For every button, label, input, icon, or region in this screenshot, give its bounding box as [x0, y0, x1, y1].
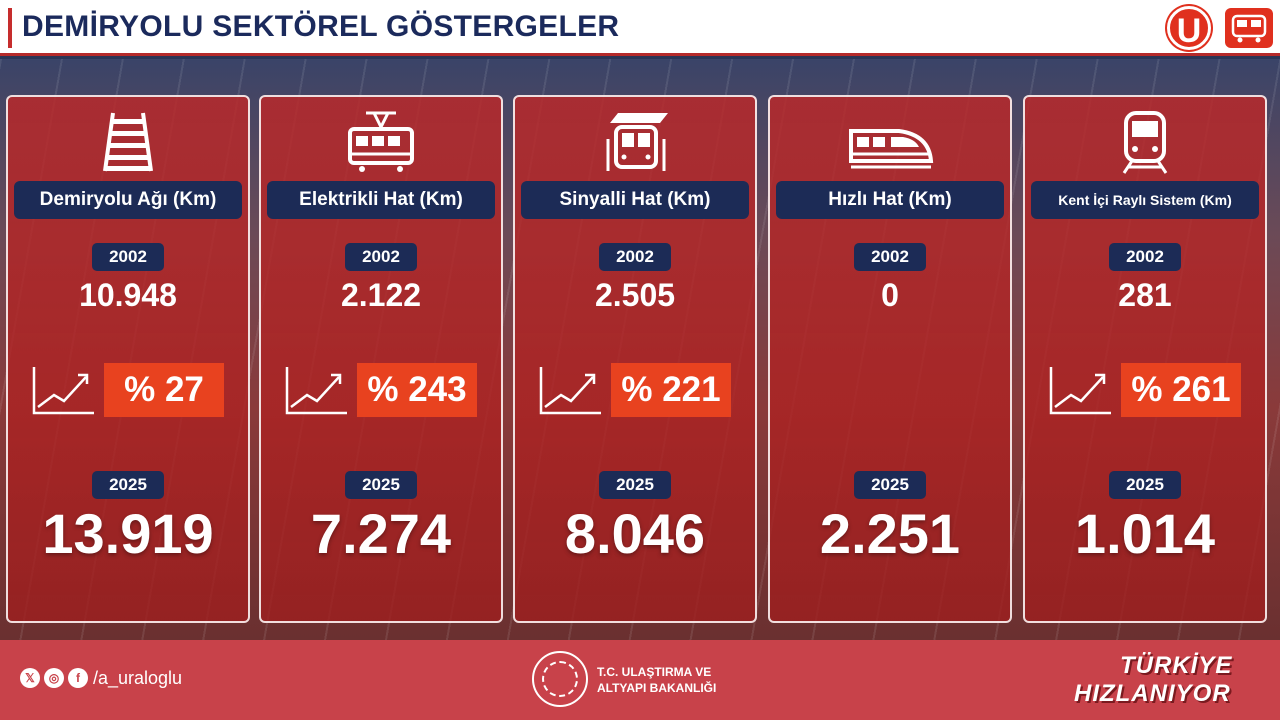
card-elektrikli-hat: Elektrikli Hat (Km) 2002 2.122 % 243 202…: [259, 95, 503, 623]
social-handle[interactable]: /a_uraloglu: [93, 668, 183, 688]
year-badge-end: 2025: [345, 471, 417, 499]
growth-percent-badge: % 261: [1121, 363, 1241, 417]
year-badge-start: 2002: [1109, 243, 1181, 271]
value-2002: 0: [881, 277, 899, 313]
value-2025: 7.274: [310, 502, 452, 565]
ministry-emblem-icon: [532, 651, 588, 707]
u-logo: U: [1167, 6, 1211, 50]
electric-train-icon: [336, 109, 426, 175]
value-2025: 13.919: [42, 502, 214, 565]
ministry-line-1: T.C. ULAŞTIRMA VE: [597, 665, 712, 679]
growth-chart-icon: [1047, 365, 1113, 417]
card-label: Kent İçi Raylı Sistem (Km): [1031, 181, 1259, 219]
card-label: Elektrikli Hat (Km): [267, 181, 495, 219]
slogan-line-2: HIZLANIYOR: [1074, 680, 1231, 707]
value-2002: 281: [1118, 277, 1172, 313]
signal-train-icon: [590, 109, 680, 175]
instagram-icon[interactable]: ◎: [44, 668, 64, 688]
year-badge-end: 2025: [1109, 471, 1181, 499]
year-badge-start: 2002: [599, 243, 671, 271]
value-2025: 2.251: [819, 502, 961, 565]
social-icons: 𝕏 ◎ f: [20, 668, 88, 688]
year-badge-start: 2002: [854, 243, 926, 271]
facebook-icon[interactable]: f: [68, 668, 88, 688]
growth-percent-badge: % 221: [611, 363, 731, 417]
ministry-line-2: ALTYAPI BAKANLIĞI: [597, 681, 717, 695]
card-label: Sinyalli Hat (Km): [521, 181, 749, 219]
growth-percent-badge: % 27: [104, 363, 224, 417]
train-logo-icon: [1225, 8, 1273, 48]
year-badge-end: 2025: [599, 471, 671, 499]
growth-chart-icon: [30, 365, 96, 417]
growth-percent-badge: % 243: [357, 363, 477, 417]
x-icon[interactable]: 𝕏: [20, 668, 40, 688]
value-2002: 10.948: [79, 277, 177, 313]
high-speed-train-icon: [845, 109, 935, 175]
card-label: Hızlı Hat (Km): [776, 181, 1004, 219]
value-2025: 1.014: [1074, 502, 1216, 565]
footer: 𝕏 ◎ f /a_uraloglu T.C. ULAŞTIRMA VE ALTY…: [0, 640, 1280, 720]
ministry-name: T.C. ULAŞTIRMA VE ALTYAPI BAKANLIĞI: [597, 664, 716, 696]
page-title: DEMİRYOLU SEKTÖREL GÖSTERGELER: [22, 10, 620, 43]
card-sinyalli-hat: Sinyalli Hat (Km) 2002 2.505 % 221 2025 …: [513, 95, 757, 623]
metro-train-icon: [1100, 109, 1190, 175]
card-kent-ici-rayli-sistem: Kent İçi Raylı Sistem (Km) 2002 281 % 26…: [1023, 95, 1267, 623]
year-badge-end: 2025: [854, 471, 926, 499]
year-badge-start: 2002: [92, 243, 164, 271]
slogan-line-1: TÜRKİYE: [1120, 652, 1233, 679]
value-2002: 2.122: [340, 277, 422, 313]
growth-chart-icon: [283, 365, 349, 417]
card-hizli-hat: Hızlı Hat (Km) 2002 0 2025 2.251: [768, 95, 1012, 623]
header: DEMİRYOLU SEKTÖREL GÖSTERGELER U: [0, 0, 1280, 56]
card-label: Demiryolu Ağı (Km): [14, 181, 242, 219]
year-badge-start: 2002: [345, 243, 417, 271]
value-2002: 2.505: [594, 277, 676, 313]
growth-chart-icon: [537, 365, 603, 417]
year-badge-end: 2025: [92, 471, 164, 499]
value-2025: 8.046: [564, 502, 706, 565]
card-demiryolu-agi: Demiryolu Ağı (Km) 2002 10.948 % 27 2025…: [6, 95, 250, 623]
header-accent-bar: [8, 8, 12, 48]
rail-track-icon: [83, 109, 173, 175]
